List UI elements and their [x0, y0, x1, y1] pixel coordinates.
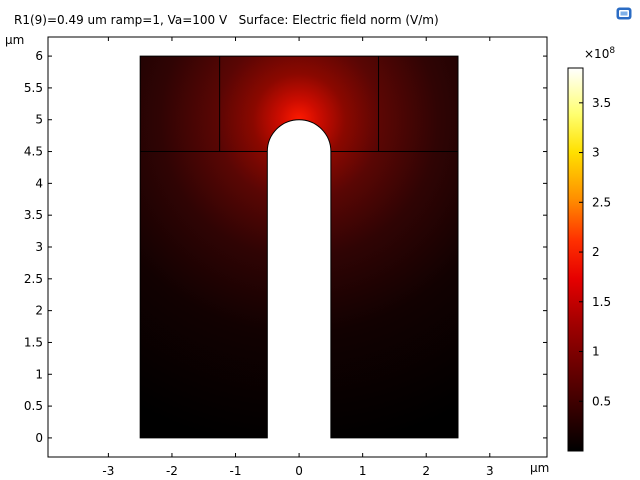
colorbar-tick-label: 3	[592, 146, 600, 160]
colorbar-tick-label: 2	[592, 245, 600, 259]
x-tick-label: -2	[166, 464, 178, 478]
y-axis-label: μm	[5, 33, 24, 47]
colorbar-tick-label: 2.5	[592, 195, 611, 209]
y-tick-label: 2.5	[24, 272, 43, 286]
y-tick-label: 4	[35, 176, 43, 190]
colorbar-tick-label: 1.5	[592, 295, 611, 309]
colorbar-tick-label: 0.5	[592, 394, 611, 408]
y-tick-label: 0	[35, 431, 43, 445]
y-axis: 0 0.5 1 1.5 2 2.5 3 3.5 4 4.5 5 5.5 6	[24, 49, 547, 445]
x-tick-label: 1	[359, 464, 367, 478]
y-tick-label: 3	[35, 240, 43, 254]
x-axis-label: μm	[530, 461, 549, 475]
colorbar-multiplier: ×108	[584, 46, 615, 61]
y-tick-label: 5	[35, 113, 43, 127]
colorbar-multiplier-exponent: 8	[609, 46, 615, 56]
colorbar-multiplier-base: ×10	[584, 47, 609, 61]
x-axis: -3 -2 -1 0 1 2 3	[102, 37, 494, 478]
y-tick-label: 5.5	[24, 81, 43, 95]
x-tick-label: -3	[102, 464, 114, 478]
display-icon[interactable]	[616, 6, 632, 22]
colorbar-tick-label: 1	[592, 345, 600, 359]
y-tick-label: 2	[35, 304, 43, 318]
colorbar-axis: 0.5 1 1.5 2 2.5 3 3.5	[579, 96, 611, 408]
colorbar-tick-label: 3.5	[592, 96, 611, 110]
y-tick-label: 1	[35, 367, 43, 381]
y-tick-label: 6	[35, 49, 43, 63]
field-domain	[139, 55, 459, 439]
x-tick-label: 3	[486, 464, 494, 478]
x-tick-label: -1	[230, 464, 242, 478]
x-tick-label: 0	[295, 464, 303, 478]
y-tick-label: 3.5	[24, 208, 43, 222]
y-tick-label: 1.5	[24, 335, 43, 349]
colorbar	[567, 67, 584, 452]
plot-title: R1(9)=0.49 um ramp=1, Va=100 V Surface: …	[14, 13, 439, 27]
y-tick-label: 0.5	[24, 399, 43, 413]
y-tick-label: 4.5	[24, 145, 43, 159]
x-tick-label: 2	[422, 464, 430, 478]
